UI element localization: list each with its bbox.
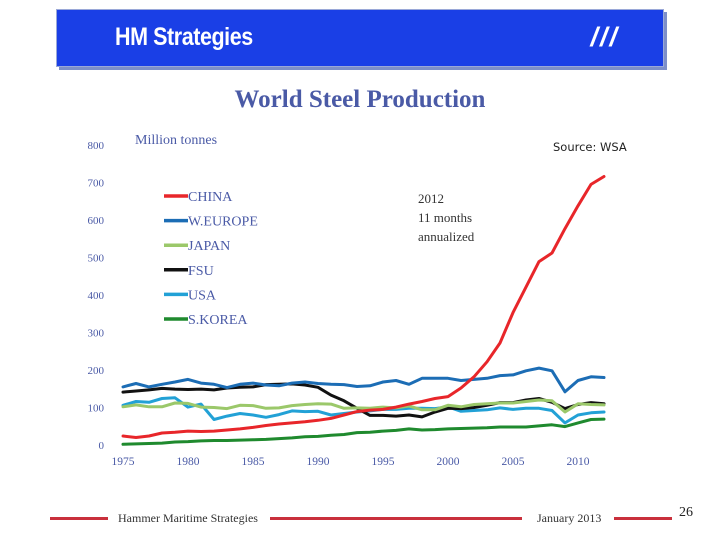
y-tick-label: 100 [88, 403, 105, 415]
footer-line-left [50, 517, 108, 520]
x-tick-label: 1980 [177, 456, 200, 468]
annotation-line: annualized [418, 229, 475, 244]
legend-label: S.KOREA [188, 313, 248, 328]
x-tick-label: 1990 [307, 456, 330, 468]
annotation-line: 11 months [418, 210, 472, 225]
chart-title-text: World Steel Production [234, 86, 486, 113]
series-line-weurope [121, 366, 606, 394]
legend-label: USA [188, 288, 217, 303]
header-banner: HM Strategies /// [56, 9, 664, 67]
legend-label: JAPAN [188, 239, 230, 254]
series-line-skorea [121, 417, 606, 446]
annotation-line: 2012 [418, 191, 444, 206]
footer-line-right [614, 517, 672, 520]
y-tick-label: 600 [88, 215, 105, 227]
x-tick-label: 1985 [242, 456, 265, 468]
y-tick-label: 700 [88, 178, 105, 190]
header-title: HM Strategies [115, 23, 253, 51]
x-tick-label: 1975 [112, 456, 135, 468]
y-tick-label: 800 [88, 140, 105, 152]
legend-label: CHINA [188, 190, 233, 205]
footer-line-middle [270, 517, 522, 520]
page-number: 26 [679, 505, 693, 520]
y-tick-label: 200 [88, 365, 105, 377]
x-tick-label: 2000 [437, 456, 460, 468]
y-tick-label: 500 [88, 253, 105, 265]
y-tick-label: 400 [88, 290, 105, 302]
header-slash-mark: /// [590, 22, 619, 52]
y-tick-label: 0 [99, 440, 105, 452]
series-line-japan [121, 398, 606, 414]
chart-title: World Steel Production [0, 86, 720, 114]
legend-label: FSU [188, 264, 214, 279]
x-tick-label: 2005 [502, 456, 525, 468]
y-tick-label: 300 [88, 328, 105, 340]
x-tick-label: 1995 [372, 456, 395, 468]
source-label: Source: WSA [553, 140, 627, 154]
footer-date: January 2013 [537, 511, 602, 525]
legend-label: W.EUROPE [188, 215, 258, 230]
series-line-china [121, 175, 606, 439]
y-axis-label: Million tonnes [135, 133, 217, 148]
x-tick-label: 2010 [567, 456, 590, 468]
footer-company: Hammer Maritime Strategies [118, 511, 258, 525]
